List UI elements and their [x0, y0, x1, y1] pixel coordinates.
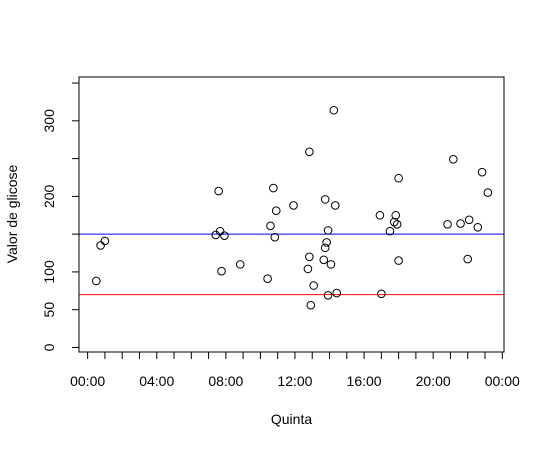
- data-point: [477, 167, 487, 177]
- data-point: [456, 219, 465, 228]
- x-tick-label: 04:00: [139, 373, 174, 389]
- x-tick-label: 08:00: [208, 373, 243, 389]
- data-point: [394, 173, 403, 183]
- data-points: [91, 105, 493, 310]
- data-point: [100, 236, 110, 246]
- data-point: [220, 231, 229, 240]
- x-tick-label: 12:00: [277, 373, 312, 389]
- data-point: [320, 243, 330, 253]
- data-point: [305, 147, 314, 157]
- data-point: [332, 288, 342, 298]
- data-point: [443, 220, 452, 229]
- data-point: [375, 210, 385, 220]
- data-point: [329, 105, 339, 115]
- data-point: [385, 226, 395, 236]
- data-point: [377, 289, 386, 299]
- x-axis-label: Quinta: [271, 411, 312, 427]
- data-point: [483, 188, 493, 197]
- data-point: [266, 221, 275, 231]
- x-tick-label: 16:00: [347, 373, 382, 389]
- data-point: [215, 226, 225, 236]
- y-tick-label: 50: [41, 302, 57, 318]
- data-point: [91, 276, 101, 286]
- data-point: [96, 241, 105, 250]
- y-tick-label: 200: [41, 184, 57, 208]
- data-point: [323, 226, 333, 235]
- data-point: [389, 217, 399, 227]
- data-point: [305, 252, 314, 262]
- y-tick-label: 300: [41, 109, 57, 133]
- data-point: [326, 260, 336, 269]
- data-point: [214, 186, 223, 196]
- plot-frame: [78, 76, 505, 353]
- y-axis-label: Valor de glicose: [4, 165, 20, 264]
- data-point: [320, 195, 330, 204]
- data-point: [309, 281, 318, 290]
- y-axis: 0 50 100 200 300: [41, 82, 80, 351]
- data-point: [289, 201, 298, 210]
- data-point: [394, 256, 403, 265]
- data-point: [473, 223, 483, 232]
- data-point: [235, 260, 245, 269]
- data-point: [464, 215, 474, 225]
- data-point: [271, 206, 281, 216]
- data-point: [391, 210, 401, 220]
- data-point: [463, 254, 473, 264]
- data-point: [323, 291, 333, 300]
- data-point: [217, 266, 226, 276]
- x-tick-label: 20:00: [416, 373, 451, 389]
- data-point: [392, 220, 402, 229]
- data-point: [303, 264, 313, 274]
- data-point: [263, 274, 272, 284]
- data-point: [270, 232, 280, 242]
- x-axis: 00:00 04:00 08:00 12:00 16:00 20:00 00:00: [70, 351, 520, 389]
- x-tick-label: 00:00: [70, 373, 105, 389]
- data-point: [322, 238, 331, 247]
- data-point: [269, 183, 278, 193]
- y-tick-label: 0: [41, 343, 57, 351]
- data-point: [306, 300, 316, 310]
- data-point: [319, 255, 329, 265]
- y-tick-label: 100: [41, 260, 57, 284]
- data-point: [449, 155, 458, 164]
- data-point: [330, 201, 340, 210]
- x-tick-label: 00:00: [485, 373, 520, 389]
